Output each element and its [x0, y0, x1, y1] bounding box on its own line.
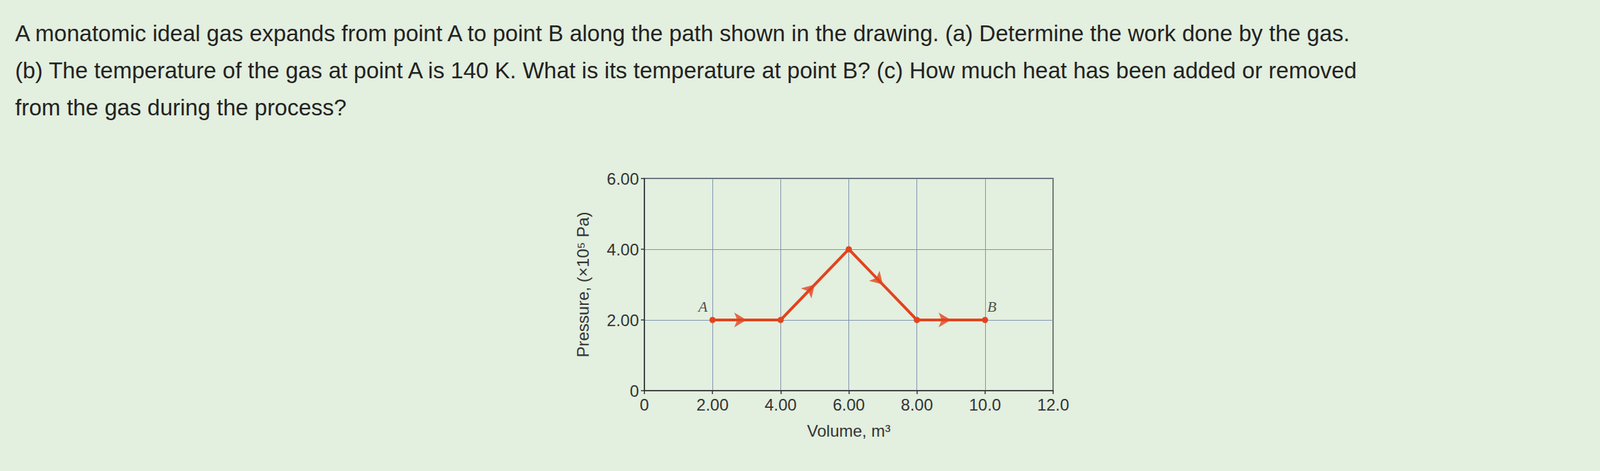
svg-text:6.00: 6.00 [606, 169, 639, 189]
html-text:from the gas during the proces: from the gas during the process? [15, 94, 347, 121]
svg-text:Pressure, (×10⁵ Pa): Pressure, (×10⁵ Pa) [573, 211, 593, 358]
svg-text:4.00: 4.00 [764, 395, 797, 415]
svg-text:2.00: 2.00 [696, 395, 729, 415]
html-text:(b) The temperature of the gas: (b) The temperature of the gas at point … [15, 57, 1357, 84]
svg-text:12.0: 12.0 [1037, 395, 1070, 415]
svg-text:6.00: 6.00 [832, 395, 865, 415]
svg-text:2.00: 2.00 [606, 311, 639, 330]
svg-text:0: 0 [639, 395, 649, 415]
svg-text:A: A [696, 298, 708, 316]
svg-text:10.0: 10.0 [968, 395, 1001, 415]
svg-text:Volume, m³: Volume, m³ [807, 421, 891, 441]
html-text:A monatomic ideal gas expands: A monatomic ideal gas expands from point… [15, 20, 1350, 47]
svg-text:0: 0 [629, 381, 639, 401]
svg-text:8.00: 8.00 [900, 395, 933, 415]
svg-text:4.00: 4.00 [606, 240, 639, 259]
svg-text:B: B [987, 298, 997, 316]
